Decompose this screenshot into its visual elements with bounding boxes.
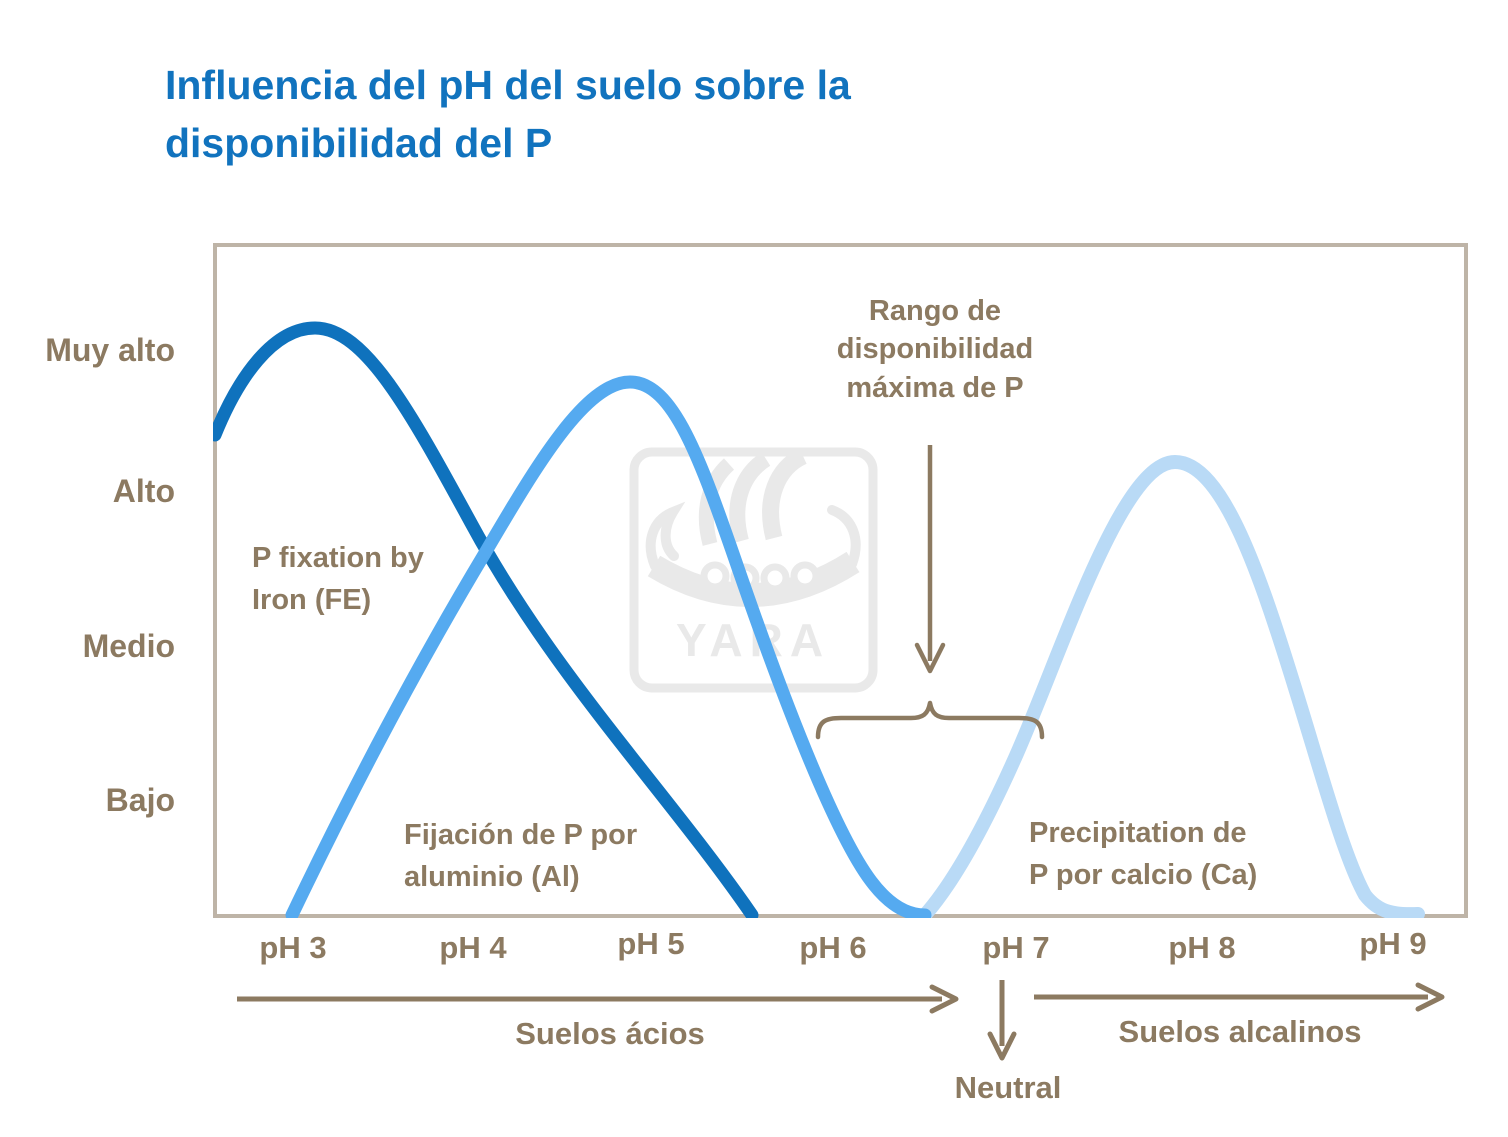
- y-axis-label-muy-alto: Muy alto: [45, 332, 175, 368]
- yara-watermark-logo: YARA: [629, 447, 878, 693]
- x-axis-label-ph6: pH 6: [799, 930, 867, 965]
- neutral-down-arrow-icon: [987, 980, 1017, 1061]
- acid-soils-label: Suelos ácios: [515, 1016, 705, 1051]
- x-axis-label-ph9: pH 9: [1359, 926, 1427, 961]
- x-axis-label-ph7: pH 7: [982, 930, 1050, 965]
- x-axis-label-ph5: pH 5: [617, 926, 685, 961]
- y-axis-label-alto: Alto: [112, 473, 175, 509]
- calcium-precipitation-curve: [918, 454, 1425, 918]
- x-axis-label-ph8: pH 8: [1168, 930, 1236, 965]
- ph-range-arrows: [237, 980, 1445, 1061]
- alkaline-soils-arrow-icon: [1034, 982, 1445, 1012]
- calcium-curve-label: Precipitation de P por calcio (Ca): [1029, 817, 1258, 892]
- alkaline-soils-label: Suelos alcalinos: [1118, 1014, 1362, 1049]
- page-title: Influencia del pH del suelo sobre la dis…: [165, 62, 851, 167]
- chart-plot-area: YARA: [213, 243, 1468, 918]
- watermark-brand-text: YARA: [676, 614, 830, 666]
- acid-soils-arrow-icon: [237, 984, 959, 1014]
- max-availability-annotation: Rango de disponibilidad máxima de P: [836, 295, 1034, 404]
- neutral-label: Neutral: [954, 1070, 1062, 1105]
- max-availability-arrow-icon: [914, 445, 946, 674]
- max-availability-brace-icon: [815, 700, 1045, 740]
- x-axis-label-ph3: pH 3: [259, 930, 327, 965]
- y-axis-label-medio: Medio: [82, 628, 175, 664]
- x-axis-label-ph4: pH 4: [439, 930, 507, 965]
- watermark-frame: [629, 447, 878, 693]
- aluminium-curve-label: Fijación de P por aluminio (Al): [404, 819, 638, 894]
- iron-curve-label: P fixation by Iron (FE): [252, 542, 424, 617]
- iron-fixation-curve: [213, 321, 759, 918]
- y-axis-label-bajo: Bajo: [105, 782, 175, 818]
- aluminium-fixation-curve: [285, 375, 932, 918]
